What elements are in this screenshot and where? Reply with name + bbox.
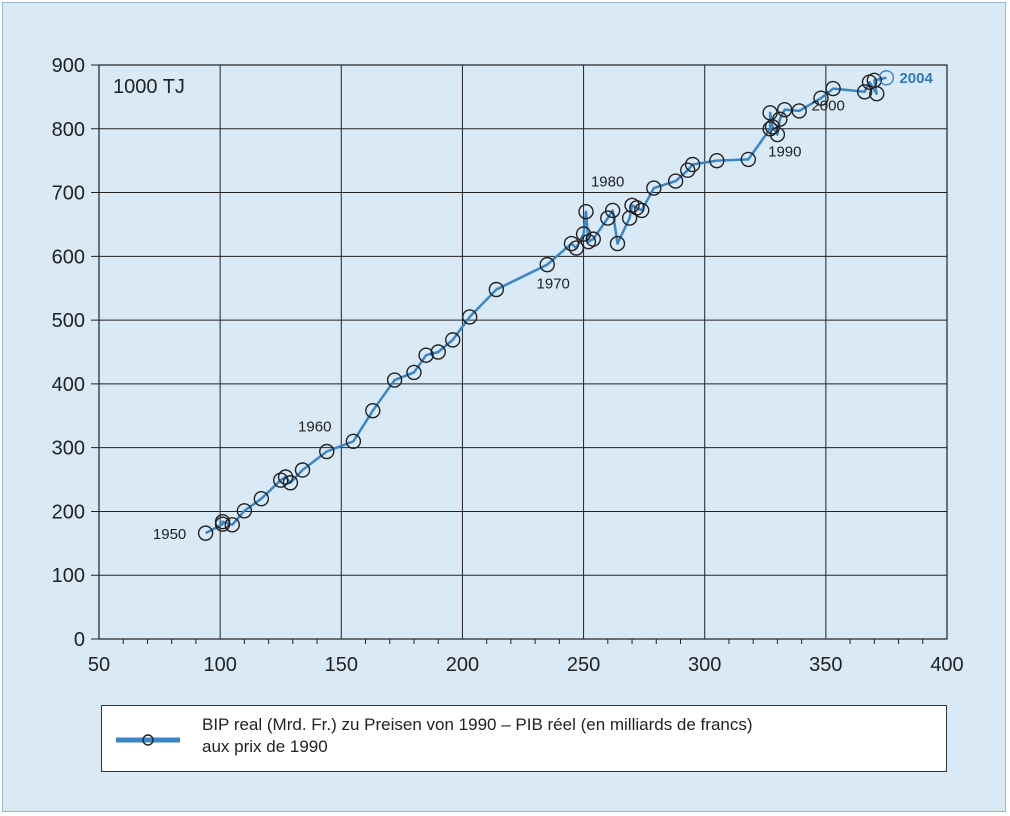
y-tick-label: 900 [52, 55, 85, 77]
data-point [684, 156, 701, 173]
data-point [578, 203, 594, 220]
data-point [236, 503, 253, 519]
year-annotation: 1960 [298, 418, 331, 435]
data-point [224, 517, 240, 533]
legend-label-line-1: BIP real (Mrd. Fr.) zu Preisen von 1990 … [202, 715, 753, 734]
axes: 50 100 150 200 250 300 350 400 0 100 200 300 400 500 6… [52, 55, 964, 676]
data-point [197, 525, 214, 541]
y-tick-label: 800 [52, 119, 85, 141]
x-tick-label: 100 [203, 654, 236, 676]
data-point [461, 309, 478, 325]
data-point [282, 475, 299, 491]
data-point [345, 433, 362, 449]
data-point [319, 443, 335, 460]
y-tick-label: 600 [52, 246, 85, 268]
data-point [866, 72, 883, 89]
data-point [600, 210, 616, 226]
data-point [430, 344, 446, 360]
x-tick-label: 150 [325, 654, 358, 676]
data-point [772, 111, 788, 127]
data-point [740, 151, 757, 168]
legend-swatch [116, 734, 180, 746]
legend-label-line-2: aux prix de 1990 [202, 737, 328, 756]
data-point [273, 472, 289, 488]
plot-area [99, 65, 947, 639]
plot-frame [98, 64, 948, 640]
data-point [856, 84, 873, 100]
x-tick-label: 50 [88, 654, 110, 676]
data-point [488, 281, 505, 298]
line-chart: 50 100 150 200 250 300 350 400 0 100 200 300 400 500 6… [52, 55, 964, 676]
x-tick-label: 200 [446, 654, 479, 676]
unit-label: 1000 TJ [113, 76, 185, 98]
data-point [575, 226, 592, 242]
x-tick-label: 400 [930, 654, 963, 676]
data-point [294, 462, 311, 478]
data-point [646, 180, 662, 196]
y-tick-label: 200 [52, 501, 85, 523]
y-tick-label: 500 [52, 310, 85, 332]
data-point [769, 126, 786, 143]
y-tick-label: 100 [52, 565, 85, 587]
data-point [609, 235, 626, 252]
legend-marker [142, 734, 154, 746]
legend-label: BIP real (Mrd. Fr.) zu Preisen von 1990 … [202, 714, 922, 758]
data-point [878, 70, 895, 86]
data-point [386, 372, 403, 388]
y-tick-label: 700 [52, 183, 85, 205]
legend: BIP real (Mrd. Fr.) zu Preisen von 1990 … [101, 705, 947, 772]
data-point [680, 162, 696, 178]
data-point [253, 490, 270, 507]
data-point [568, 240, 585, 256]
data-point [406, 364, 422, 381]
data-point [445, 332, 461, 348]
data-point [621, 210, 638, 226]
data-point [365, 402, 381, 419]
series-layer [197, 70, 895, 541]
data-point [418, 347, 434, 363]
x-tick-label: 300 [688, 654, 721, 676]
year-annotation: 2000 [811, 98, 844, 115]
data-point [825, 80, 841, 97]
year-annotation: 1980 [591, 173, 624, 190]
year-annotation: 1990 [768, 144, 801, 161]
year-annotation: 1950 [153, 526, 186, 543]
data-point [277, 469, 294, 485]
y-tick-label: 300 [52, 438, 85, 460]
data-point [539, 256, 555, 273]
data-point [709, 152, 725, 169]
year-annotation: 2004 [899, 70, 933, 87]
series-line [205, 76, 887, 535]
data-point [604, 202, 621, 219]
data-point [791, 103, 807, 119]
y-tick-label: 400 [52, 374, 85, 396]
year-annotation: 1970 [537, 276, 570, 293]
data-point [563, 235, 580, 252]
data-point [585, 231, 601, 247]
x-tick-label: 250 [567, 654, 600, 676]
data-point [813, 90, 829, 106]
data-point [634, 202, 650, 219]
data-point [214, 513, 231, 530]
y-tick-label: 0 [74, 629, 85, 651]
x-tick-label: 350 [809, 654, 842, 676]
data-point [667, 173, 684, 189]
annotation-layer: 1950 1960 1970 1980 1990 2000 2004 [153, 70, 934, 543]
